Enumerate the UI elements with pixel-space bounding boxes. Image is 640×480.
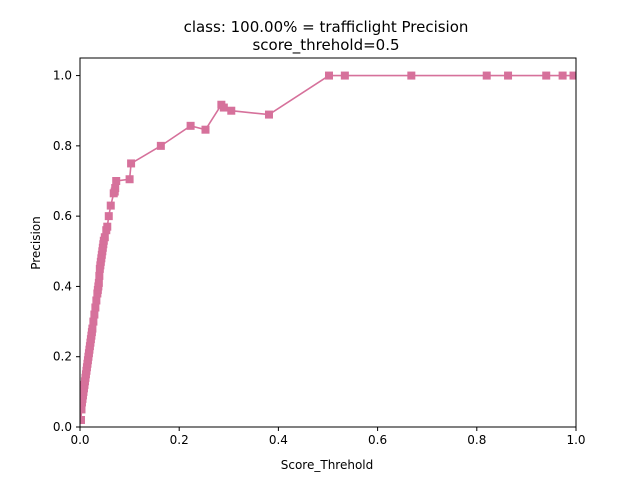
data-point <box>106 201 115 210</box>
y-tick-label: 0.8 <box>53 139 72 153</box>
data-point <box>156 141 165 150</box>
data-point <box>125 175 134 184</box>
axes-frame <box>79 57 577 428</box>
data-point <box>542 71 551 80</box>
series-0 <box>80 71 576 424</box>
data-point <box>112 177 121 185</box>
data-point <box>324 71 333 80</box>
data-point <box>227 106 236 115</box>
data-point <box>104 212 113 221</box>
data-point <box>186 121 195 130</box>
y-tick-label: 0.4 <box>53 279 72 293</box>
data-point <box>94 278 103 287</box>
x-axis-label: Score_Threhold <box>281 458 374 472</box>
y-axis-label: Precision <box>29 216 43 270</box>
data-point <box>569 71 576 80</box>
data-point <box>91 303 100 312</box>
x-tick-label: 0.2 <box>170 433 189 447</box>
data-point <box>100 233 109 242</box>
chart-subtitle: score_threhold=0.5 <box>252 36 399 55</box>
data-point <box>407 71 416 80</box>
x-tick-label: 0.6 <box>368 433 387 447</box>
y-tick-label: 0.6 <box>53 209 72 223</box>
data-point <box>88 324 97 333</box>
data-point <box>90 310 99 319</box>
x-tick-label: 0.4 <box>269 433 288 447</box>
x-tick-label: 0.8 <box>467 433 486 447</box>
plot-area: 0.0 0.2 0.4 0.6 0.8 1.0 0.0 0.2 0.4 0.6 0.8 1.0 <box>53 57 586 447</box>
data-point <box>264 110 273 119</box>
data-point <box>127 159 136 168</box>
x-tick-label: 1.0 <box>566 433 585 447</box>
data-point <box>219 103 228 112</box>
data-point <box>95 271 104 280</box>
data-point <box>92 296 101 305</box>
data-point <box>504 71 513 80</box>
y-tick-label: 0.2 <box>53 350 72 364</box>
y-tick-label: 1.0 <box>53 69 72 83</box>
chart-title: class: 100.00% = trafficlight Precision <box>184 18 469 36</box>
data-point <box>482 71 491 80</box>
data-point <box>558 71 567 80</box>
data-point <box>201 125 210 134</box>
data-point <box>80 405 86 414</box>
y-tick-label: 0.0 <box>53 420 72 434</box>
data-point <box>111 184 120 193</box>
data-point <box>80 415 85 424</box>
data-point <box>340 71 349 80</box>
data-point <box>89 317 98 326</box>
x-tick-label: 0.0 <box>70 433 89 447</box>
data-point <box>103 222 112 231</box>
